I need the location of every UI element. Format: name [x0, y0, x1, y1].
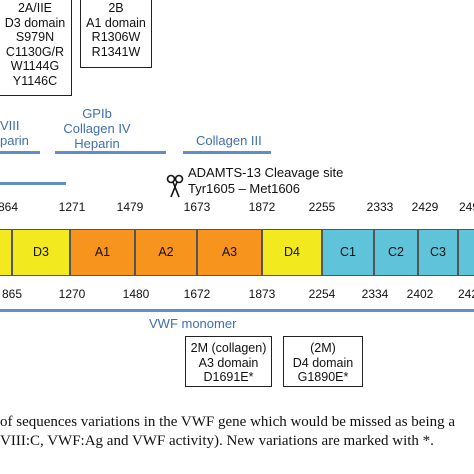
- box-line: 2A/IIE: [17, 1, 53, 15]
- box-line: R1341W: [91, 44, 141, 59]
- position-start: 1271: [58, 200, 86, 214]
- box-line: W1144G: [10, 59, 60, 73]
- monomer-bar: [0, 309, 474, 312]
- mutation-box-2b-a1: 2B A1 domain R1306W R1341W: [80, 0, 152, 68]
- caption-line: of sequences variations in the VWF gene …: [0, 414, 456, 430]
- domain-label: D4: [284, 245, 300, 259]
- position-end: 2402: [406, 287, 434, 301]
- box-line: A1 domain: [86, 15, 146, 30]
- mutation-box-2m-d4: (2M) D4 domain G1890E*: [283, 336, 363, 387]
- box-line: D1691E*: [203, 370, 254, 384]
- caption-line: VIII:C, VWF:Ag and VWF activity). New va…: [0, 433, 434, 449]
- binding-label-gpib: GPIb Collagen IV Heparin: [52, 106, 142, 151]
- box-line: (2M): [310, 341, 336, 355]
- binding-bar-factor-viii: [0, 182, 66, 185]
- domain-d-partial: [0, 229, 12, 276]
- binding-label-viii-heparin: VIII parin: [0, 118, 29, 148]
- domain-label: C2: [388, 245, 404, 259]
- cleavage-title: ADAMTS-13 Cleavage site: [188, 165, 344, 180]
- mutation-box-2a-d3: 2A/IIE D3 domain S979N C1130G/R W1144G Y…: [0, 0, 72, 96]
- box-line: G1890E*: [297, 370, 349, 384]
- position-end: 865: [1, 287, 23, 301]
- position-end: 1270: [58, 287, 86, 301]
- domain-d4: D4: [262, 229, 322, 276]
- position-start: 2333: [366, 200, 394, 214]
- position-end: 242: [457, 287, 474, 301]
- domain-c-partial: [458, 229, 474, 276]
- binding-bar-viii: [0, 151, 40, 154]
- position-start: 2429: [411, 200, 439, 214]
- box-line: S979N: [15, 30, 55, 44]
- position-start: 864: [0, 200, 19, 214]
- mutation-box-2m-a3: 2M (collagen) A3 domain D1691E*: [185, 336, 272, 387]
- position-start: 2255: [308, 200, 336, 214]
- binding-line: parin: [0, 133, 29, 148]
- position-end: 1480: [122, 287, 150, 301]
- domain-d3: D3: [12, 229, 70, 276]
- binding-bar-gpib: [55, 151, 166, 154]
- position-end: 1672: [183, 287, 211, 301]
- binding-label-collagen-iii: Collagen III: [196, 133, 262, 148]
- binding-line: Heparin: [74, 136, 120, 151]
- box-line: D4 domain: [292, 355, 354, 370]
- domain-c3: C3: [418, 229, 458, 276]
- binding-line: GPIb: [82, 106, 112, 121]
- box-line: C1130G/R: [5, 44, 65, 59]
- binding-line: Collagen III: [196, 133, 262, 148]
- position-start: 249: [458, 200, 474, 214]
- cleavage-sequence: Tyr1605 – Met1606: [188, 181, 301, 196]
- position-end: 2254: [308, 287, 336, 301]
- domain-label: C3: [430, 245, 446, 259]
- box-line: Y1146C: [12, 73, 58, 88]
- domain-label: A1: [94, 245, 111, 259]
- box-line: D3 domain: [4, 15, 66, 30]
- domain-a1: A1: [70, 229, 135, 276]
- box-line: 2M (collagen): [190, 341, 267, 355]
- domain-c2: C2: [374, 229, 418, 276]
- position-start: 1479: [116, 200, 144, 214]
- domain-label: C1: [340, 245, 356, 259]
- position-end: 2334: [361, 287, 389, 301]
- position-start: 1673: [183, 200, 211, 214]
- binding-line: Collagen IV: [63, 121, 131, 136]
- binding-line: VIII: [0, 118, 20, 133]
- box-line: R1306W: [91, 30, 141, 44]
- domain-a2: A2: [135, 229, 197, 276]
- domain-label: D3: [33, 245, 49, 259]
- domain-a3: A3: [197, 229, 262, 276]
- position-start: 1872: [248, 200, 276, 214]
- domain-label: A2: [158, 245, 174, 259]
- domain-label: A3: [221, 245, 238, 259]
- scissors-icon: [166, 174, 184, 198]
- position-end: 1873: [248, 287, 276, 301]
- monomer-label: VWF monomer: [149, 316, 237, 331]
- domain-c1: C1: [322, 229, 374, 276]
- binding-bar-collagen-iii: [183, 151, 271, 154]
- box-line: A3 domain: [198, 355, 259, 370]
- box-line: 2B: [108, 1, 124, 15]
